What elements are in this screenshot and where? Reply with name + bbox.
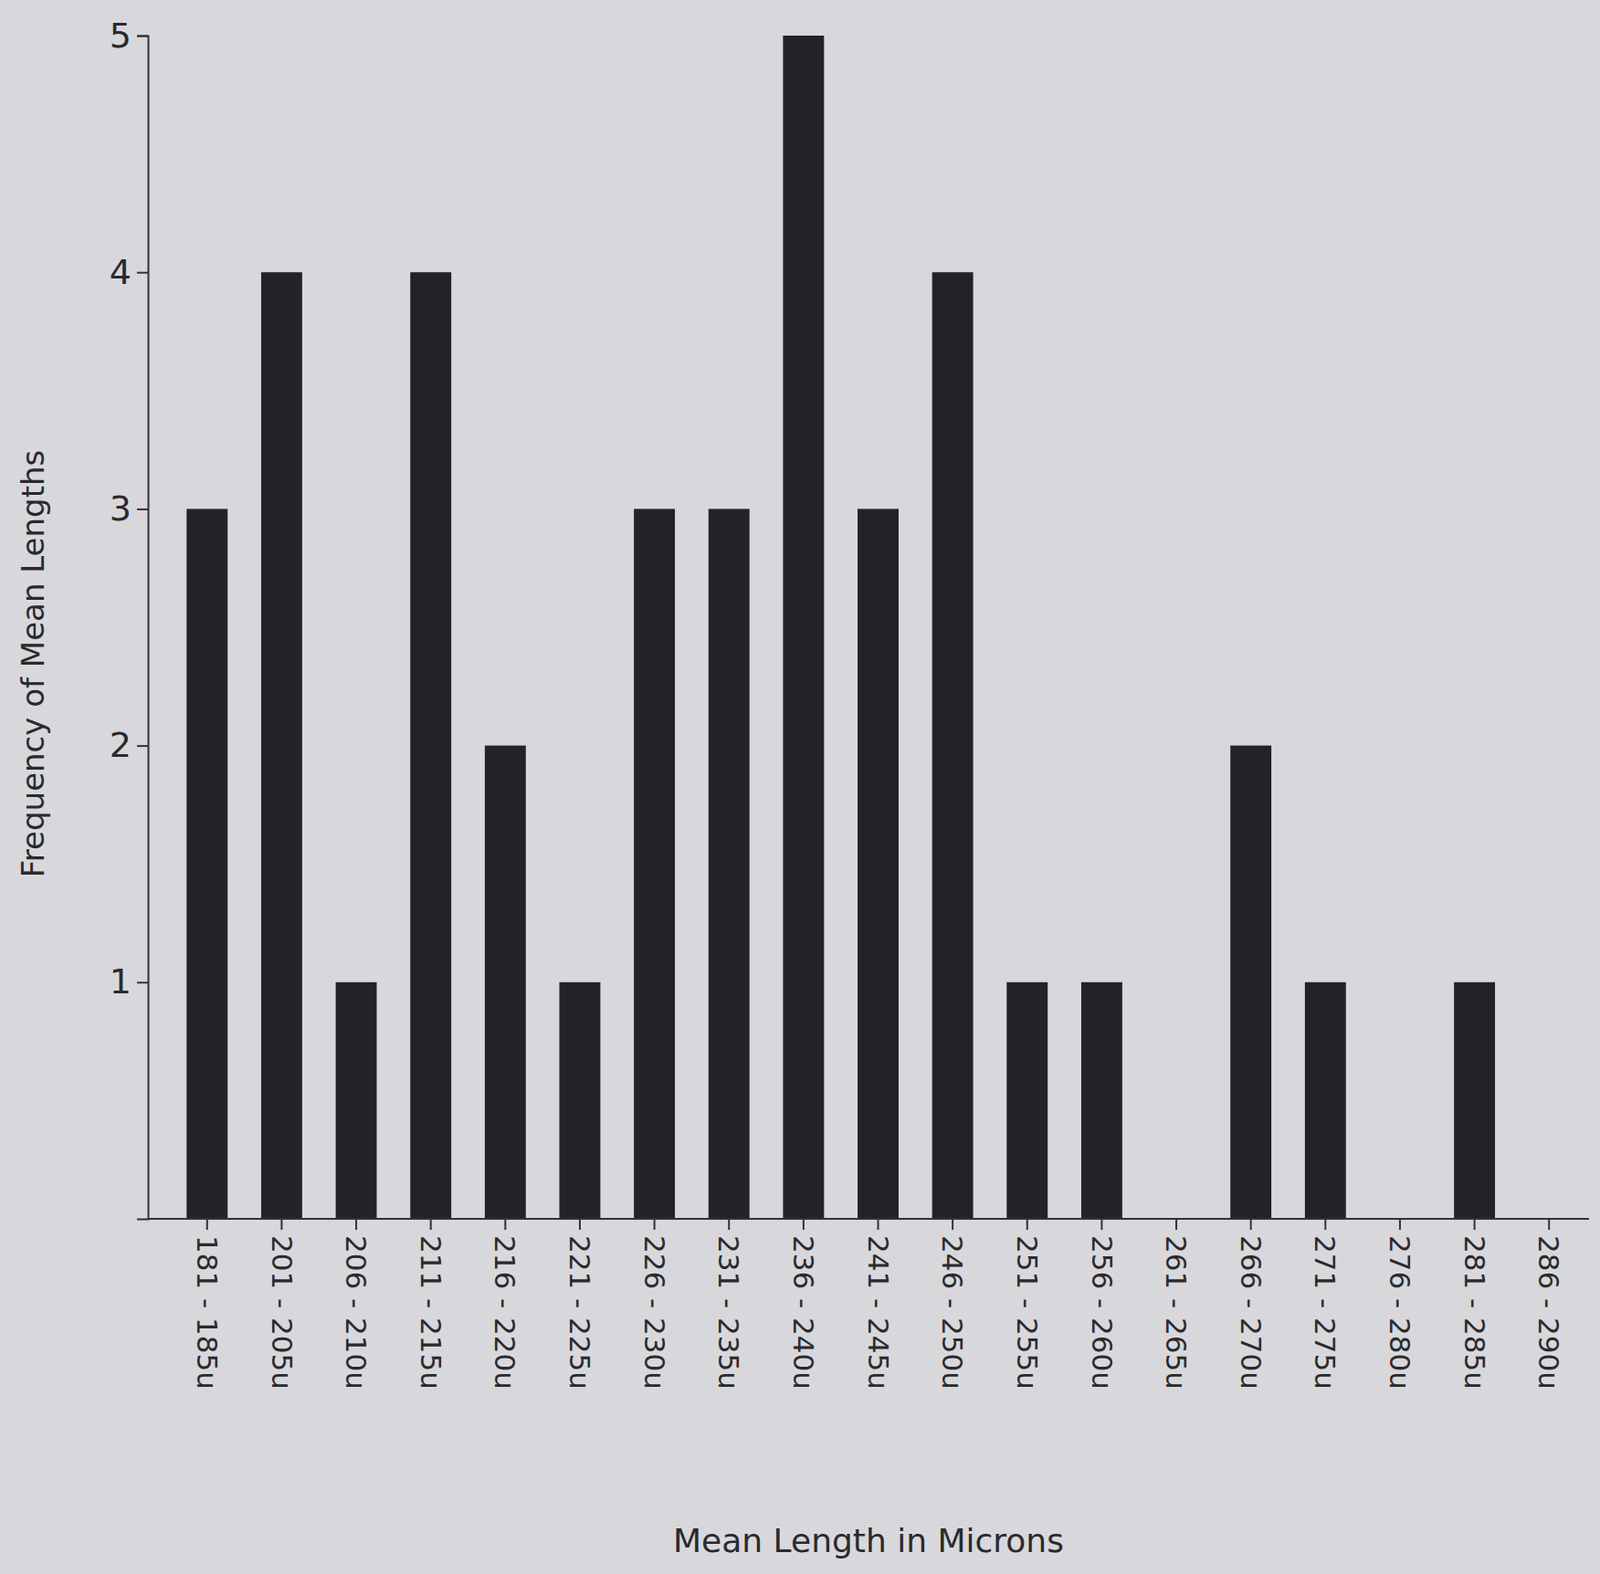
x-tick-label: 266 - 270u xyxy=(1234,1235,1268,1390)
bar xyxy=(1305,982,1347,1220)
chart: 1 2 3 4 5 181 - 185u 201 - 205u 206 - 210u 211 -… xyxy=(0,0,1600,1574)
y-tick-mark xyxy=(136,745,148,748)
y-tick: 2 xyxy=(109,725,148,766)
x-tick-mark xyxy=(1473,1219,1476,1231)
bar xyxy=(336,982,378,1220)
y-tick-mark xyxy=(136,981,148,984)
y-tick-label: 1 xyxy=(109,961,132,1002)
y-tick-mark xyxy=(136,508,148,511)
x-tick: 236 - 240u xyxy=(787,1219,821,1390)
y-axis-line xyxy=(136,36,149,1221)
x-tick-label: 226 - 230u xyxy=(638,1235,672,1390)
x-axis-line xyxy=(147,1218,1590,1221)
x-tick: 226 - 230u xyxy=(638,1219,672,1390)
x-tick-mark xyxy=(877,1219,880,1231)
x-tick-label: 256 - 260u xyxy=(1085,1235,1119,1390)
x-tick-label: 231 - 235u xyxy=(712,1235,746,1390)
y-tick: 3 xyxy=(109,488,148,529)
x-tick-mark xyxy=(504,1219,506,1231)
bar xyxy=(261,272,303,1220)
x-tick: 241 - 245u xyxy=(862,1219,895,1390)
x-tick: 271 - 275u xyxy=(1308,1219,1342,1390)
bar xyxy=(484,746,527,1220)
x-tick-mark xyxy=(355,1219,358,1231)
x-tick-label: 236 - 240u xyxy=(787,1235,821,1390)
y-tick: 5 xyxy=(109,15,148,56)
x-tick-label: 211 - 215u xyxy=(414,1235,448,1390)
x-axis: 181 - 185u 201 - 205u 206 - 210u 211 - 215u… xyxy=(147,1219,1590,1390)
x-tick-label: 246 - 250u xyxy=(936,1235,969,1390)
x-tick: 261 - 265u xyxy=(1159,1219,1193,1390)
x-tick-mark xyxy=(1399,1219,1401,1231)
x-tick-label: 286 - 290u xyxy=(1532,1235,1566,1390)
x-tick-label: 241 - 245u xyxy=(862,1235,895,1390)
x-tick-mark xyxy=(1250,1219,1253,1231)
y-tick-label: 4 xyxy=(109,252,132,293)
bar xyxy=(932,272,974,1220)
bar xyxy=(1453,982,1495,1220)
y-tick-label: 5 xyxy=(109,15,132,56)
x-tick-mark xyxy=(1324,1219,1327,1231)
x-tick: 266 - 270u xyxy=(1234,1219,1268,1390)
x-tick-mark xyxy=(206,1219,209,1231)
x-axis-title: Mean Length in Microns xyxy=(673,1522,1064,1560)
x-tick: 181 - 185u xyxy=(190,1219,224,1390)
x-tick: 216 - 220u xyxy=(488,1219,522,1390)
x-tick-mark xyxy=(727,1219,730,1231)
x-tick: 246 - 250u xyxy=(936,1219,969,1390)
x-tick-label: 276 - 280u xyxy=(1383,1235,1417,1390)
y-tick-mark xyxy=(136,35,148,38)
y-tick-label: 2 xyxy=(109,725,132,766)
x-tick-label: 201 - 205u xyxy=(265,1235,299,1390)
x-tick: 281 - 285u xyxy=(1458,1219,1492,1390)
x-tick-mark xyxy=(430,1219,432,1231)
x-tick-label: 221 - 225u xyxy=(563,1235,597,1390)
bar xyxy=(1006,982,1048,1220)
x-tick: 206 - 210u xyxy=(339,1219,373,1390)
x-tick-label: 206 - 210u xyxy=(339,1235,373,1390)
y-tick: 4 xyxy=(109,252,148,293)
x-tick: 251 - 255u xyxy=(1010,1219,1044,1390)
x-tick-label: 261 - 265u xyxy=(1159,1235,1193,1390)
bar xyxy=(782,35,824,1220)
x-tick: 256 - 260u xyxy=(1085,1219,1119,1390)
bar xyxy=(633,508,675,1220)
x-tick-mark xyxy=(1175,1219,1178,1231)
x-tick-mark xyxy=(578,1219,581,1231)
bar xyxy=(708,508,750,1220)
x-tick-mark xyxy=(280,1219,283,1231)
x-tick: 221 - 225u xyxy=(563,1219,597,1390)
x-tick: 231 - 235u xyxy=(712,1219,746,1390)
bar xyxy=(1230,746,1272,1220)
bar xyxy=(410,272,452,1220)
x-tick-mark xyxy=(1100,1219,1103,1231)
x-tick-mark xyxy=(1547,1219,1550,1231)
x-tick-label: 271 - 275u xyxy=(1308,1235,1342,1390)
y-axis-title: Frequency of Mean Lengths xyxy=(14,450,52,878)
bar xyxy=(1081,982,1123,1220)
x-tick-label: 181 - 185u xyxy=(190,1235,224,1390)
x-tick-label: 251 - 255u xyxy=(1010,1235,1044,1390)
y-tick-mark xyxy=(136,272,148,274)
bar xyxy=(857,508,899,1220)
x-tick: 276 - 280u xyxy=(1383,1219,1417,1390)
bars xyxy=(186,35,1495,1220)
x-tick-mark xyxy=(1026,1219,1029,1231)
y-tick: 1 xyxy=(109,961,148,1002)
x-tick-label: 281 - 285u xyxy=(1458,1235,1492,1390)
x-tick-label: 216 - 220u xyxy=(488,1235,522,1390)
x-tick: 286 - 290u xyxy=(1532,1219,1566,1390)
y-axis: 1 2 3 4 5 xyxy=(109,15,149,1221)
x-tick-mark xyxy=(802,1219,805,1231)
y-tick-label: 3 xyxy=(109,488,132,529)
bar xyxy=(559,982,601,1220)
x-tick: 211 - 215u xyxy=(414,1219,448,1390)
x-tick-mark xyxy=(951,1219,954,1231)
x-tick: 201 - 205u xyxy=(265,1219,299,1390)
x-tick-mark xyxy=(653,1219,656,1231)
bar xyxy=(186,508,228,1220)
